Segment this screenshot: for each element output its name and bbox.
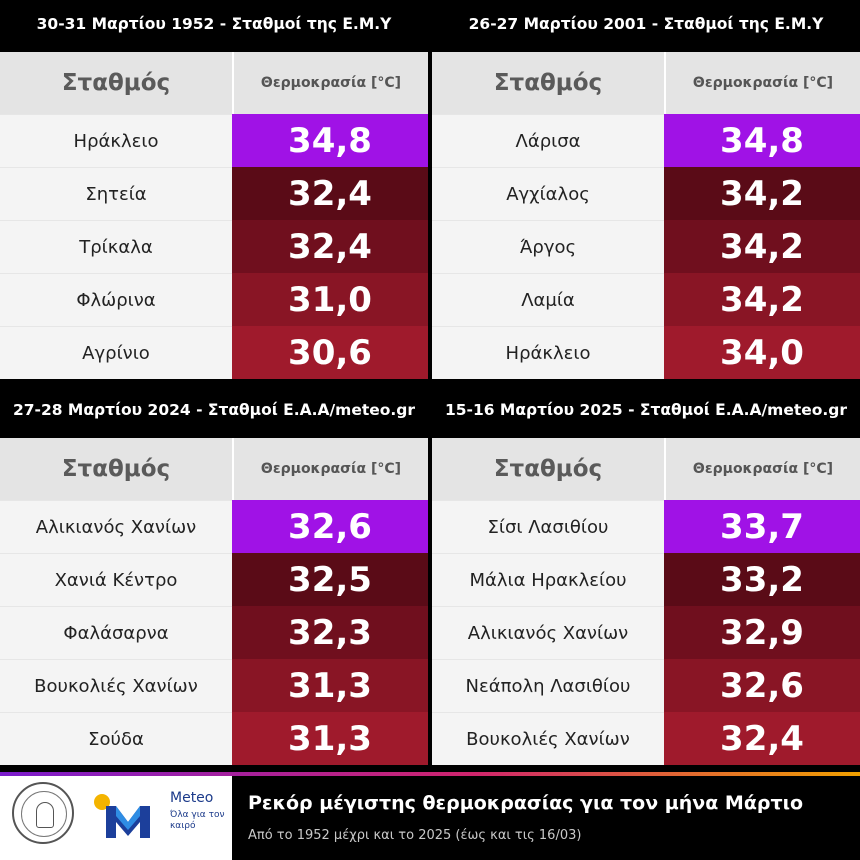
- station-name: Αγχίαλος: [432, 167, 664, 220]
- station-name: Βουκολιές Χανίων: [0, 659, 232, 712]
- table-row: Άργος 34,2: [432, 220, 860, 273]
- station-name: Σητεία: [0, 167, 232, 220]
- temperature-header: Θερμοκρασία [°C]: [232, 52, 428, 114]
- table-row: Φαλάσαρνα 32,3: [0, 606, 428, 659]
- table-row: Φλώρινα 31,0: [0, 273, 428, 326]
- temperature-value: 32,4: [664, 712, 860, 765]
- table-row: Βουκολιές Χανίων 32,4: [432, 712, 860, 765]
- table-header: Σταθμός Θερμοκρασία [°C]: [0, 52, 428, 114]
- footer: Meteo Όλα για τον καιρό Ρεκόρ μέγιστης θ…: [0, 772, 860, 860]
- logos-area: Meteo Όλα για τον καιρό: [0, 776, 232, 860]
- temperature-value: 34,2: [664, 167, 860, 220]
- station-header: Σταθμός: [61, 456, 171, 482]
- station-name: Χανιά Κέντρο: [0, 553, 232, 606]
- temperature-value: 34,8: [232, 114, 428, 167]
- station-name: Τρίκαλα: [0, 220, 232, 273]
- footer-subtitle: Από το 1952 μέχρι και το 2025 (έως και τ…: [248, 828, 582, 843]
- gradient-divider: [0, 772, 860, 776]
- temperature-value: 34,2: [664, 220, 860, 273]
- table-row: Αλικιανός Χανίων 32,9: [432, 606, 860, 659]
- observatory-seal-icon: [12, 782, 74, 844]
- temperature-header: Θερμοκρασία [°C]: [664, 438, 860, 500]
- panel-title: 26-27 Μαρτίου 2001 - Σταθμοί της Ε.Μ.Υ: [468, 15, 824, 33]
- station-name: Λαμία: [432, 273, 664, 326]
- temperature-value: 34,2: [664, 273, 860, 326]
- temperature-value: 32,9: [664, 606, 860, 659]
- table-row: Λάρισα 34,8: [432, 114, 860, 167]
- temperature-value: 32,3: [232, 606, 428, 659]
- table-row: Σητεία 32,4: [0, 167, 428, 220]
- table-row: Σίσι Λασιθίου 33,7: [432, 500, 860, 553]
- panel-1952: 30-31 Μαρτίου 1952 - Σταθμοί της Ε.Μ.Υ Σ…: [0, 0, 428, 379]
- station-header: Σταθμός: [493, 456, 603, 482]
- station-name: Ηράκλειο: [432, 326, 664, 379]
- table-header: Σταθμός Θερμοκρασία [°C]: [0, 438, 428, 500]
- station-name: Νεάπολη Λασιθίου: [432, 659, 664, 712]
- temperature-value: 32,4: [232, 220, 428, 273]
- temperature-value: 32,4: [232, 167, 428, 220]
- station-name: Άργος: [432, 220, 664, 273]
- table-row: Αλικιανός Χανίων 32,6: [0, 500, 428, 553]
- table-row: Χανιά Κέντρο 32,5: [0, 553, 428, 606]
- temperature-value: 32,6: [664, 659, 860, 712]
- panel-title: 27-28 Μαρτίου 2024 - Σταθμοί Ε.Α.Α/meteo…: [12, 401, 416, 419]
- station-name: Βουκολιές Χανίων: [432, 712, 664, 765]
- table-row: Βουκολιές Χανίων 31,3: [0, 659, 428, 712]
- table-header: Σταθμός Θερμοκρασία [°C]: [432, 52, 860, 114]
- table-row: Ηράκλειο 34,0: [432, 326, 860, 379]
- station-name: Αγρίνιο: [0, 326, 232, 379]
- panel-2024: 27-28 Μαρτίου 2024 - Σταθμοί Ε.Α.Α/meteo…: [0, 386, 428, 765]
- table-row: Τρίκαλα 32,4: [0, 220, 428, 273]
- temperature-header: Θερμοκρασία [°C]: [232, 438, 428, 500]
- temperature-value: 33,7: [664, 500, 860, 553]
- temperature-value: 31,3: [232, 712, 428, 765]
- station-name: Σούδα: [0, 712, 232, 765]
- station-header: Σταθμός: [493, 70, 603, 96]
- panel-2025: 15-16 Μαρτίου 2025 - Σταθμοί Ε.Α.Α/meteo…: [432, 386, 860, 765]
- table-row: Μάλια Ηρακλείου 33,2: [432, 553, 860, 606]
- meteo-logo-icon: [94, 794, 150, 838]
- panel-title: 30-31 Μαρτίου 1952 - Σταθμοί της Ε.Μ.Υ: [36, 15, 392, 33]
- station-name: Λάρισα: [432, 114, 664, 167]
- panel-2001: 26-27 Μαρτίου 2001 - Σταθμοί της Ε.Μ.Υ Σ…: [432, 0, 860, 379]
- temperature-value: 34,0: [664, 326, 860, 379]
- station-name: Φλώρινα: [0, 273, 232, 326]
- station-name: Ηράκλειο: [0, 114, 232, 167]
- station-name: Φαλάσαρνα: [0, 606, 232, 659]
- temperature-value: 30,6: [232, 326, 428, 379]
- meteo-tagline: Όλα για τον καιρό: [170, 810, 225, 831]
- temperature-value: 33,2: [664, 553, 860, 606]
- temperature-header: Θερμοκρασία [°C]: [664, 52, 860, 114]
- station-name: Σίσι Λασιθίου: [432, 500, 664, 553]
- station-name: Αλικιανός Χανίων: [432, 606, 664, 659]
- temperature-value: 32,5: [232, 553, 428, 606]
- meteo-brand-name: Meteo: [170, 790, 214, 806]
- temperature-value: 34,8: [664, 114, 860, 167]
- table-row: Σούδα 31,3: [0, 712, 428, 765]
- temperature-value: 31,3: [232, 659, 428, 712]
- station-name: Αλικιανός Χανίων: [0, 500, 232, 553]
- footer-title: Ρεκόρ μέγιστης θερμοκρασίας για τον μήνα…: [248, 792, 804, 814]
- panel-title: 15-16 Μαρτίου 2025 - Σταθμοί Ε.Α.Α/meteo…: [444, 401, 848, 419]
- station-header: Σταθμός: [61, 70, 171, 96]
- table-row: Ηράκλειο 34,8: [0, 114, 428, 167]
- table-row: Αγχίαλος 34,2: [432, 167, 860, 220]
- table-row: Αγρίνιο 30,6: [0, 326, 428, 379]
- temperature-value: 31,0: [232, 273, 428, 326]
- table-row: Νεάπολη Λασιθίου 32,6: [432, 659, 860, 712]
- records-grid: 30-31 Μαρτίου 1952 - Σταθμοί της Ε.Μ.Υ Σ…: [0, 0, 860, 765]
- temperature-value: 32,6: [232, 500, 428, 553]
- table-row: Λαμία 34,2: [432, 273, 860, 326]
- table-header: Σταθμός Θερμοκρασία [°C]: [432, 438, 860, 500]
- station-name: Μάλια Ηρακλείου: [432, 553, 664, 606]
